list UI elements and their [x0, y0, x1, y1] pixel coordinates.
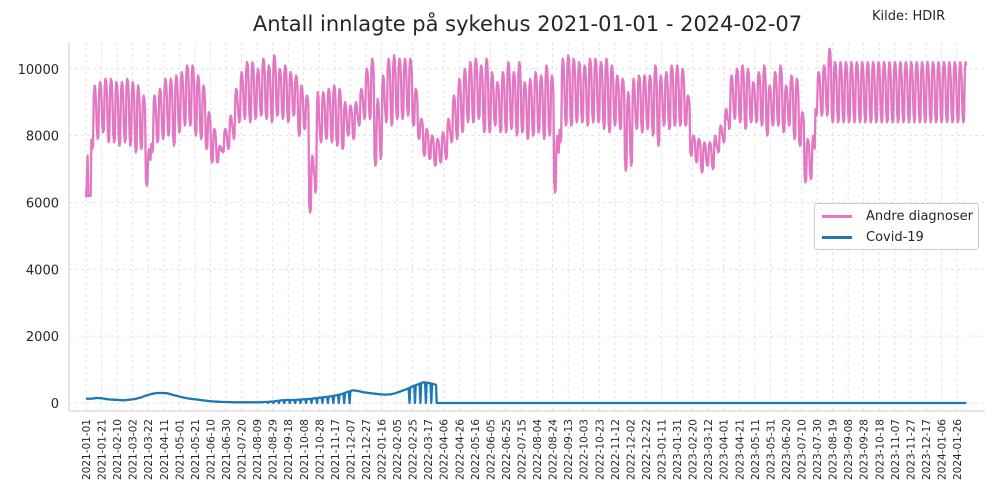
x-tick-label: 2023-11-27	[905, 419, 917, 480]
y-tick-label: 10000	[18, 63, 59, 78]
x-tick-label: 2023-07-10	[796, 419, 808, 480]
y-tick-label: 8000	[26, 130, 59, 145]
x-tick-label: 2021-12-07	[345, 419, 357, 480]
x-tick-label: 2021-09-18	[283, 419, 295, 480]
y-axis-ticks: 0 2000 4000 6000 8000 10000	[18, 63, 59, 412]
legend-label: Andre diagnoser	[866, 208, 973, 224]
y-tick-label: 4000	[26, 263, 59, 278]
x-tick-label: 2021-05-21	[190, 419, 202, 480]
source-label: Kilde: HDIR	[872, 9, 946, 24]
x-tick-label: 2023-09-08	[843, 419, 855, 480]
y-tick-label: 0	[51, 397, 59, 412]
x-tick-label: 2022-05-16	[470, 419, 482, 480]
x-tick-label: 2021-07-20	[237, 419, 249, 480]
x-tick-label: 2021-01-21	[97, 419, 109, 480]
x-tick-label: 2022-10-03	[579, 419, 591, 480]
x-tick-label: 2023-08-19	[828, 419, 840, 480]
x-tick-label: 2022-12-22	[641, 419, 653, 480]
x-tick-label: 2021-02-10	[112, 419, 124, 480]
legend-swatch-blue	[822, 235, 852, 239]
x-tick-label: 2021-03-02	[128, 419, 140, 480]
x-tick-label: 2021-01-01	[81, 419, 93, 480]
covid-19-series-line	[85, 381, 967, 405]
x-tick-label: 2023-03-12	[703, 419, 715, 480]
x-tick-label: 2021-06-10	[205, 419, 217, 480]
x-tick-label: 2022-07-15	[517, 419, 529, 480]
x-tick-label: 2022-02-05	[392, 419, 404, 480]
x-tick-label: 2022-06-25	[501, 419, 513, 480]
x-tick-label: 2022-09-13	[563, 419, 575, 480]
x-tick-label: 2021-08-29	[268, 419, 280, 480]
legend-swatch-pink	[822, 214, 852, 218]
x-tick-label: 2022-03-17	[423, 419, 435, 480]
x-tick-label: 2023-12-17	[921, 419, 933, 480]
x-tick-label: 2022-12-02	[625, 419, 637, 480]
x-tick-label: 2021-12-27	[361, 419, 373, 480]
y-tick-label: 2000	[26, 330, 59, 345]
x-tick-label: 2022-08-24	[548, 419, 560, 480]
x-tick-label: 2022-04-06	[439, 419, 451, 480]
x-tick-label: 2023-11-07	[890, 419, 902, 480]
x-tick-label: 2023-02-20	[688, 419, 700, 480]
x-tick-label: 2022-11-12	[610, 419, 622, 480]
legend-label: Covid-19	[866, 229, 924, 245]
x-tick-label: 2024-01-26	[952, 419, 964, 480]
x-tick-label: 2021-04-11	[159, 419, 171, 480]
x-tick-label: 2021-05-01	[174, 419, 186, 480]
andre-diagnoser-series-line	[84, 47, 968, 214]
x-tick-label: 2021-06-30	[221, 419, 233, 480]
x-tick-label: 2021-03-22	[143, 419, 155, 480]
x-tick-label: 2021-10-28	[314, 419, 326, 480]
x-axis-ticks: 2021-01-01 2021-01-21 2021-02-10 2021-03-02…	[81, 419, 964, 480]
legend-item-covid-19: Covid-19	[822, 228, 924, 246]
x-tick-label: 2023-10-18	[874, 419, 886, 480]
x-tick-label: 2023-01-31	[672, 419, 684, 480]
axes-spines	[68, 42, 985, 412]
x-tick-label: 2022-08-04	[532, 419, 544, 480]
x-tick-label: 2023-07-30	[812, 419, 824, 480]
x-tick-label: 2023-04-01	[719, 419, 731, 480]
x-tick-label: 2023-09-28	[859, 419, 871, 480]
x-tick-label: 2021-08-09	[252, 419, 264, 480]
x-tick-label: 2022-06-05	[485, 419, 497, 480]
x-tick-label: 2022-02-25	[408, 419, 420, 480]
chart-legend: Andre diagnoser Covid-19	[814, 203, 979, 250]
x-tick-label: 2024-01-06	[936, 419, 948, 480]
x-tick-label: 2023-05-31	[765, 419, 777, 480]
x-tick-label: 2023-01-11	[656, 419, 668, 480]
y-tick-label: 6000	[26, 196, 59, 211]
x-tick-label: 2022-04-26	[454, 419, 466, 480]
x-tick-label: 2023-06-20	[781, 419, 793, 480]
x-tick-label: 2021-10-08	[299, 419, 311, 480]
legend-item-andre-diagnoser: Andre diagnoser	[822, 207, 973, 225]
chart-title: Antall innlagte på sykehus 2021-01-01 - …	[252, 12, 803, 36]
x-tick-label: 2022-10-23	[594, 419, 606, 480]
x-tick-label: 2022-01-16	[377, 419, 389, 480]
x-tick-label: 2023-05-11	[750, 419, 762, 480]
x-tick-label: 2023-04-21	[734, 419, 746, 480]
x-tick-label: 2021-11-17	[330, 419, 342, 480]
